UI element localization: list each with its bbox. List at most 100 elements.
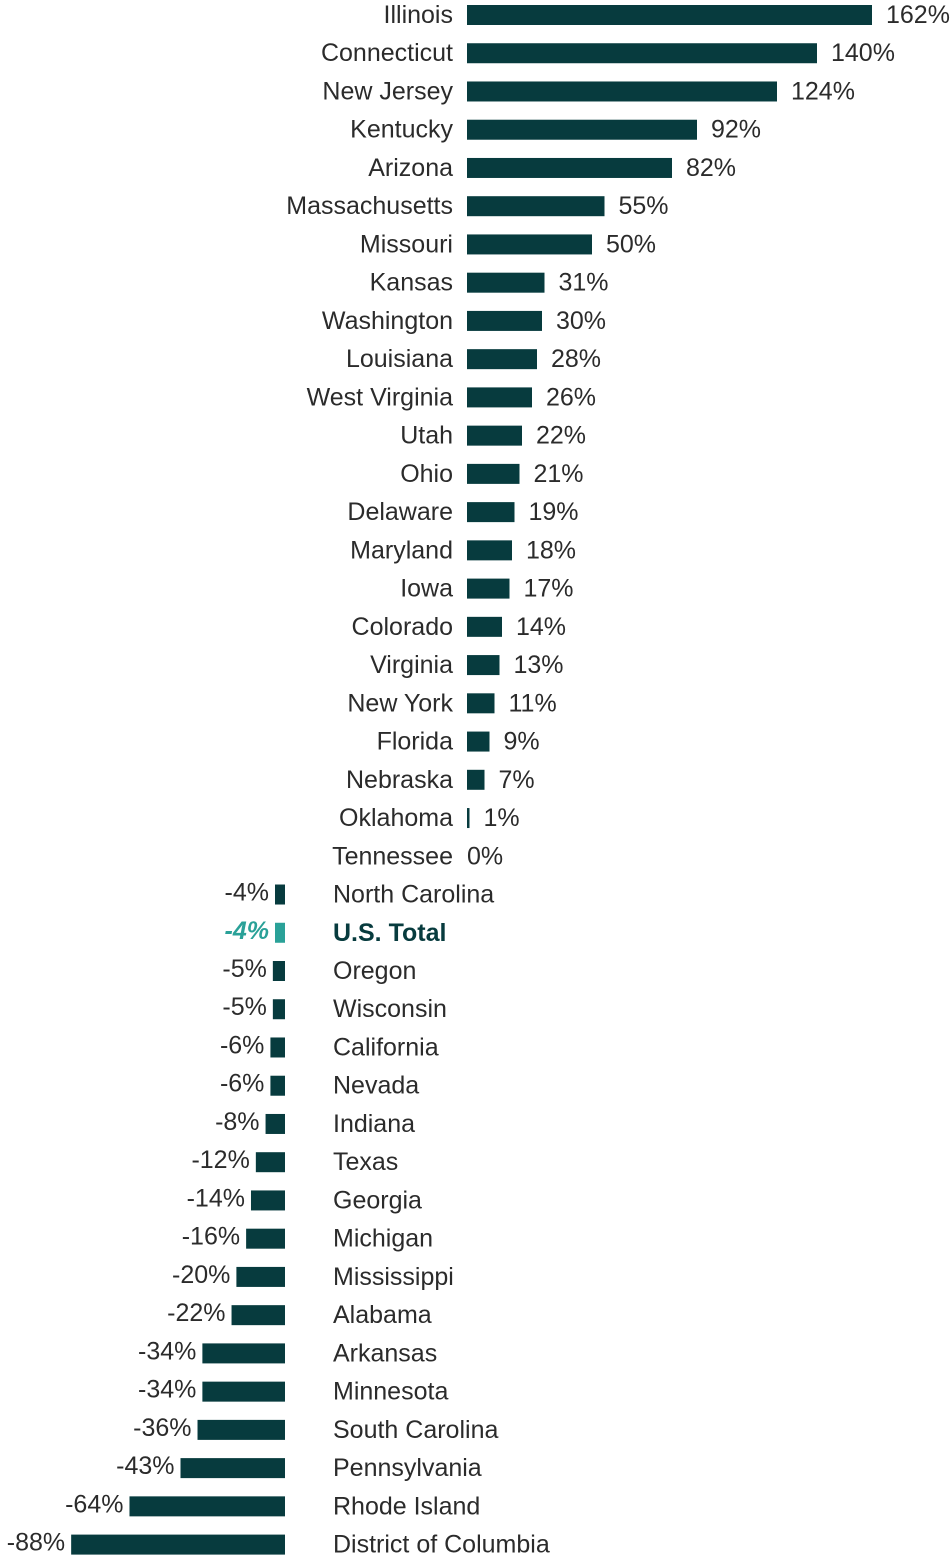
value-label-nebraska: 7% [499,766,535,794]
bar-new-jersey [467,81,777,102]
value-label-district-of-columbia: -88% [7,1529,65,1557]
category-label-connecticut: Connecticut [321,39,453,67]
bar-nebraska [467,769,485,790]
value-label-iowa: 17% [524,575,574,603]
value-label-south-carolina: -36% [133,1414,191,1442]
value-label-delaware: 19% [529,498,579,526]
bar-mississippi [236,1266,285,1287]
category-label-minnesota: Minnesota [333,1378,448,1406]
bar-illinois [467,5,872,25]
bar-maryland [467,540,512,561]
bar-louisiana [467,349,537,370]
bar-california [270,1037,285,1058]
bar-north-carolina [275,884,285,905]
bar-ohio [467,463,520,484]
value-label-california: -6% [220,1031,264,1059]
category-label-louisiana: Louisiana [346,345,453,373]
bar-kentucky [467,119,697,140]
bar-new-york [467,693,495,714]
category-label-utah: Utah [400,422,453,450]
category-label-washington: Washington [322,307,453,335]
value-label-massachusetts: 55% [619,192,669,220]
category-label-rhode-island: Rhode Island [333,1492,480,1520]
value-label-nevada: -6% [220,1070,264,1098]
bar-kansas [467,272,545,293]
bar-connecticut [467,43,817,64]
category-label-new-york: New York [347,689,453,717]
value-label-maryland: 18% [526,536,576,564]
category-label-delaware: Delaware [347,498,453,526]
bar-pennsylvania [180,1458,285,1479]
value-label-indiana: -8% [215,1108,259,1136]
category-label-massachusetts: Massachusetts [286,192,453,220]
category-label-south-carolina: South Carolina [333,1416,498,1444]
category-label-indiana: Indiana [333,1110,415,1138]
category-label-nebraska: Nebraska [346,766,453,794]
bar-alabama [231,1305,285,1326]
category-label-nevada: Nevada [333,1072,419,1100]
bar-west-virginia [467,387,532,408]
value-label-minnesota: -34% [138,1376,196,1404]
value-label-tennessee: 0% [467,842,503,870]
value-label-missouri: 50% [606,230,656,258]
category-label-new-jersey: New Jersey [322,77,453,105]
category-label-virginia: Virginia [370,651,453,679]
value-label-oregon: -5% [222,955,266,983]
category-label-oklahoma: Oklahoma [339,804,453,832]
value-label-oklahoma: 1% [484,804,520,832]
bar-colorado [467,616,502,637]
category-label-u-s-total: U.S. Total [333,919,446,947]
bar-oregon [272,961,285,981]
value-label-michigan: -16% [182,1223,240,1251]
value-label-west-virginia: 26% [546,383,596,411]
bar-wisconsin [272,999,285,1020]
bar-district-of-columbia [71,1534,285,1555]
category-label-missouri: Missouri [360,230,453,258]
value-label-kansas: 31% [559,269,609,297]
bar-michigan [246,1228,285,1249]
value-label-virginia: 13% [514,651,564,679]
bar-iowa [467,578,510,599]
category-label-kansas: Kansas [370,269,453,297]
value-label-u-s-total: -4% [225,917,269,945]
value-label-north-carolina: -4% [225,879,269,907]
category-label-pennsylvania: Pennsylvania [333,1454,482,1482]
category-label-illinois: Illinois [384,1,453,29]
category-label-oregon: Oregon [333,957,416,985]
category-label-arizona: Arizona [368,154,453,182]
value-label-georgia: -14% [187,1184,245,1212]
bar-georgia [250,1190,285,1211]
value-label-colorado: 14% [516,613,566,641]
bar-washington [467,310,542,331]
bar-south-carolina [197,1419,285,1440]
category-label-north-carolina: North Carolina [333,881,494,909]
category-label-mississippi: Mississippi [333,1263,454,1291]
value-label-new-jersey: 124% [791,77,855,105]
value-label-arkansas: -34% [138,1337,196,1365]
category-label-wisconsin: Wisconsin [333,995,447,1023]
category-label-iowa: Iowa [400,575,453,603]
category-label-arkansas: Arkansas [333,1339,437,1367]
bar-arkansas [202,1343,285,1364]
category-label-district-of-columbia: District of Columbia [333,1531,550,1559]
value-label-washington: 30% [556,307,606,335]
value-label-wisconsin: -5% [222,993,266,1021]
bar-nevada [270,1075,285,1096]
category-label-maryland: Maryland [350,536,453,564]
bar-oklahoma [467,808,470,829]
bar-missouri [467,234,592,255]
value-label-new-york: 11% [509,689,557,717]
bar-rhode-island [129,1496,285,1517]
category-label-tennessee: Tennessee [332,842,453,870]
value-label-illinois: 162% [886,1,950,29]
value-label-ohio: 21% [534,460,584,488]
value-label-pennsylvania: -43% [116,1452,174,1480]
bar-indiana [265,1113,285,1134]
bar-virginia [467,655,500,676]
category-label-texas: Texas [333,1148,398,1176]
category-label-west-virginia: West Virginia [307,383,453,411]
category-label-ohio: Ohio [400,460,453,488]
category-label-florida: Florida [377,728,454,756]
value-label-florida: 9% [504,728,540,756]
